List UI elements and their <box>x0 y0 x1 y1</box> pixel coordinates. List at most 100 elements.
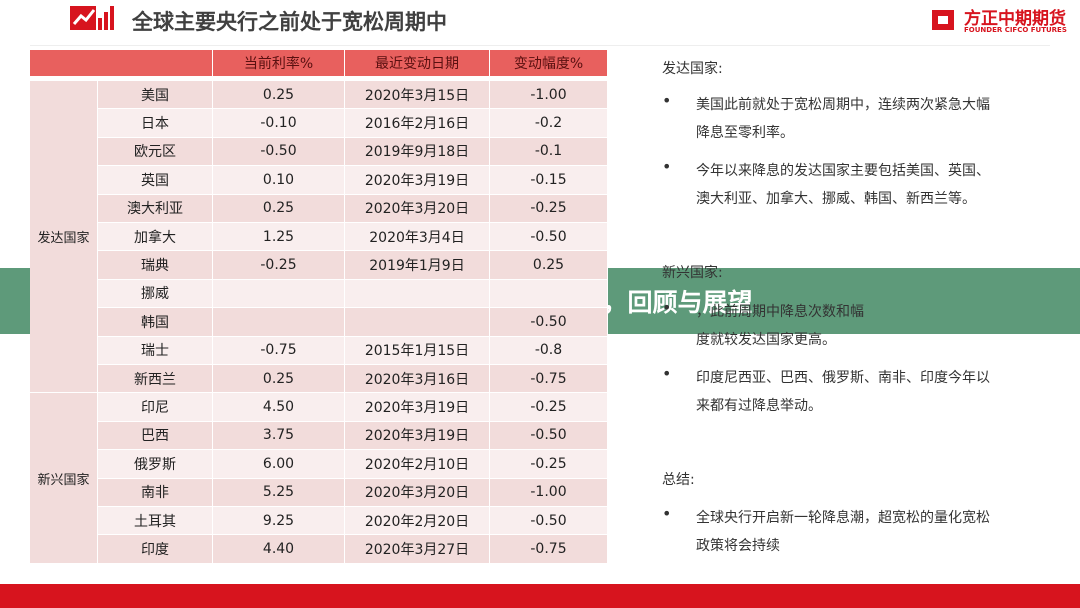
table-cell: -0.15 <box>490 166 608 195</box>
bullet-text: 印度尼西亚、巴西、俄罗斯、南非、印度今年以 <box>696 370 990 386</box>
table-cell: -1.00 <box>490 478 608 507</box>
table-cell: -0.8 <box>490 336 608 365</box>
bullet-text: 美国此前就处于宽松周期中，连续两次紧急大幅 <box>696 97 990 113</box>
table-cell: -0.25 <box>490 450 608 479</box>
bullet-text: 今年以来降息的发达国家主要包括美国、英国、 <box>696 163 990 179</box>
brand-sub: FOUNDER CIFCO FUTURES <box>964 26 1067 34</box>
bullet-dot: • <box>662 504 672 523</box>
table-cell: 美国 <box>98 81 213 110</box>
logo-icon <box>70 6 114 30</box>
table-cell: 0.25 <box>213 365 345 394</box>
bullet-text: 降息至零利率。 <box>696 125 794 141</box>
table-cell: -0.50 <box>213 137 345 167</box>
bullet-dot: • <box>662 298 672 317</box>
table-cell <box>213 308 345 337</box>
title: 全球主要央行之前处于宽松周期中 <box>132 10 447 34</box>
table-cell: 0.25 <box>213 81 345 110</box>
group-cell: 发达国家 <box>30 81 98 394</box>
table-cell: 0.25 <box>490 251 608 280</box>
table-cell: 6.00 <box>213 450 345 479</box>
bullet-dot: • <box>662 364 672 383</box>
table-cell: -0.50 <box>490 507 608 536</box>
table-cell: 日本 <box>98 109 213 138</box>
table-cell: 2016年2月16日 <box>345 109 490 138</box>
table-cell: -0.75 <box>490 365 608 394</box>
table-cell: 2020年3月19日 <box>345 421 490 451</box>
table-cell: -0.25 <box>213 251 345 280</box>
table-cell: 英国 <box>98 166 213 195</box>
brand-name: 方正中期期货 <box>964 9 1066 29</box>
table-cell: 2020年3月27日 <box>345 535 490 564</box>
table-cell: 挪威 <box>98 279 213 309</box>
footer-bar <box>0 584 1080 608</box>
table-cell: 3.75 <box>213 421 345 451</box>
bullet-text: 政策将会持续 <box>696 538 780 554</box>
table-cell: 南非 <box>98 478 213 507</box>
table-cell: 欧元区 <box>98 137 213 167</box>
table-cell: -0.2 <box>490 109 608 138</box>
table-cell: 2020年3月19日 <box>345 166 490 195</box>
table-cell: 2020年3月15日 <box>345 81 490 110</box>
table-cell <box>345 279 490 309</box>
table-cell <box>345 308 490 337</box>
table-cell: -1.00 <box>490 81 608 110</box>
note-heading: 总结: <box>662 472 695 488</box>
table-cell: 9.25 <box>213 507 345 536</box>
divider <box>30 45 1050 46</box>
table-cell: 澳大利亚 <box>98 194 213 223</box>
brand-icon <box>932 10 954 30</box>
table-cell: 0.25 <box>213 194 345 223</box>
header-cell: 当前利率% <box>213 50 345 77</box>
table-cell: -0.50 <box>490 308 608 337</box>
table-cell: 巴西 <box>98 421 213 451</box>
table-cell: -0.75 <box>213 336 345 365</box>
table-cell: -0.75 <box>490 535 608 564</box>
table-cell: 韩国 <box>98 308 213 337</box>
table-cell: 0.10 <box>213 166 345 195</box>
table-cell: 2020年3月4日 <box>345 223 490 252</box>
note-heading: 新兴国家: <box>662 265 723 281</box>
bullet-text: 全球央行开启新一轮降息潮，超宽松的量化宽松 <box>696 510 990 526</box>
table-cell: -0.25 <box>490 194 608 223</box>
table-cell: -0.1 <box>490 137 608 167</box>
header-cell: 变动幅度% <box>490 50 608 77</box>
table-cell <box>490 279 608 309</box>
table-cell: 加拿大 <box>98 223 213 252</box>
table-cell <box>213 279 345 309</box>
table-cell: 瑞士 <box>98 336 213 365</box>
note-heading: 发达国家: <box>662 61 723 77</box>
table-cell: 2015年1月15日 <box>345 336 490 365</box>
table-cell: -0.25 <box>490 393 608 422</box>
table-cell: -0.50 <box>490 223 608 252</box>
table-cell: 4.50 <box>213 393 345 422</box>
table-cell: 瑞典 <box>98 251 213 280</box>
table-cell: 2020年3月20日 <box>345 194 490 223</box>
table-cell: 2019年9月18日 <box>345 137 490 167</box>
table-cell: 2020年3月20日 <box>345 478 490 507</box>
table-cell: 印尼 <box>98 393 213 422</box>
table-cell: 2020年3月19日 <box>345 393 490 422</box>
table-cell: 5.25 <box>213 478 345 507</box>
bullet-text: ，此前周期中降息次数和幅 <box>696 304 864 320</box>
table-cell: -0.50 <box>490 421 608 451</box>
group-cell: 新兴国家 <box>30 393 98 564</box>
table-cell: 2020年2月20日 <box>345 507 490 536</box>
bullet-text: 度就较发达国家更高。 <box>696 332 836 348</box>
bullet-text: 澳大利亚、加拿大、挪威、韩国、新西兰等。 <box>696 191 976 207</box>
bullet-text: 来都有过降息举动。 <box>696 398 822 414</box>
table-cell: 俄罗斯 <box>98 450 213 479</box>
table-cell: 印度 <box>98 535 213 564</box>
bullet-dot: • <box>662 91 672 110</box>
table-cell: -0.10 <box>213 109 345 138</box>
header-cell: 最近变动日期 <box>345 50 490 77</box>
table-cell: 新西兰 <box>98 365 213 394</box>
table-cell: 土耳其 <box>98 507 213 536</box>
table-cell: 1.25 <box>213 223 345 252</box>
table-cell: 2020年2月10日 <box>345 450 490 479</box>
bullet-dot: • <box>662 157 672 176</box>
table-cell: 4.40 <box>213 535 345 564</box>
header-cell <box>30 50 213 77</box>
table-cell: 2019年1月9日 <box>345 251 490 280</box>
table-cell: 2020年3月16日 <box>345 365 490 394</box>
